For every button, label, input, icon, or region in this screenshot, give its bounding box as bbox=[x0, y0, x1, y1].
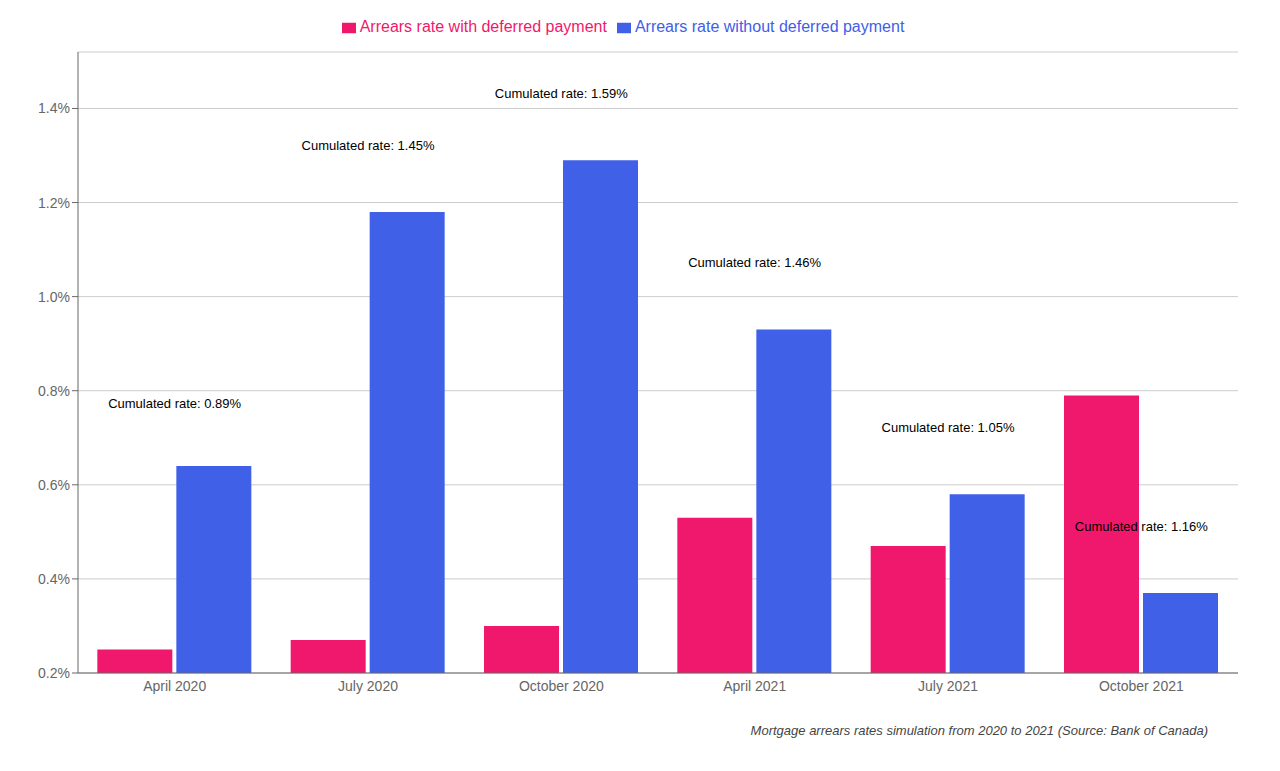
svg-text:1.4%: 1.4% bbox=[38, 100, 70, 116]
html-text:Arrears rate with deferred pay: Arrears rate with deferred payment bbox=[359, 18, 607, 35]
svg-text:July 2020: July 2020 bbox=[338, 678, 398, 694]
svg-text:Cumulated rate: 0.89%: Cumulated rate: 0.89% bbox=[108, 396, 241, 411]
svg-text:Cumulated rate: 1.16%: Cumulated rate: 1.16% bbox=[1075, 519, 1208, 534]
svg-text:1.0%: 1.0% bbox=[38, 289, 70, 305]
html-text:Mortgage arrears rates simulat: Mortgage arrears rates simulation from 2… bbox=[750, 723, 1208, 738]
svg-text:April 2021: April 2021 bbox=[723, 678, 786, 694]
svg-text:Cumulated rate: 1.46%: Cumulated rate: 1.46% bbox=[688, 255, 821, 270]
svg-text:0.2%: 0.2% bbox=[38, 665, 70, 681]
html-text:Arrears rate without deferred: Arrears rate without deferred payment bbox=[634, 18, 905, 35]
svg-text:0.6%: 0.6% bbox=[38, 477, 70, 493]
svg-text:Cumulated rate: 1.45%: Cumulated rate: 1.45% bbox=[302, 138, 435, 153]
svg-text:April 2020: April 2020 bbox=[143, 678, 206, 694]
svg-text:Cumulated rate: 1.05%: Cumulated rate: 1.05% bbox=[882, 420, 1015, 435]
svg-text:0.4%: 0.4% bbox=[38, 571, 70, 587]
svg-text:0.8%: 0.8% bbox=[38, 383, 70, 399]
svg-text:Cumulated rate: 1.59%: Cumulated rate: 1.59% bbox=[495, 86, 628, 101]
svg-text:July 2021: July 2021 bbox=[918, 678, 978, 694]
svg-text:October 2021: October 2021 bbox=[1099, 678, 1184, 694]
svg-text:October 2020: October 2020 bbox=[519, 678, 604, 694]
svg-text:1.2%: 1.2% bbox=[38, 195, 70, 211]
